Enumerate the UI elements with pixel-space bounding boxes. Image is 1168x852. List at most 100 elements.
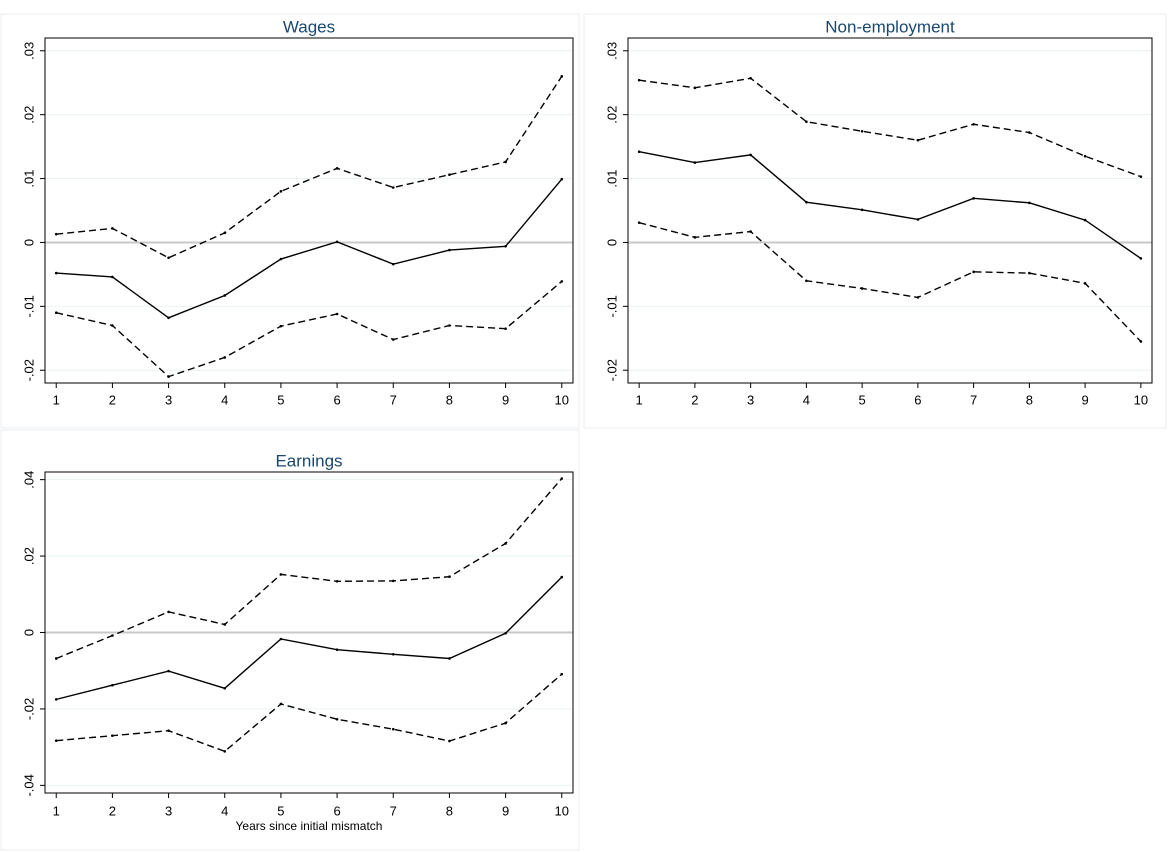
point xyxy=(167,316,170,320)
point xyxy=(504,160,507,164)
point xyxy=(111,634,114,637)
x-axis-title: Years since initial mismatch xyxy=(236,819,383,833)
point xyxy=(1028,201,1031,205)
x-tick-label: 8 xyxy=(446,803,453,818)
y-tick-label: 0 xyxy=(604,239,619,246)
y-tick-label: -.02 xyxy=(21,359,36,381)
point xyxy=(279,324,283,328)
point xyxy=(805,279,808,283)
x-tick-label: 5 xyxy=(277,392,284,407)
x-tick-label: 8 xyxy=(1026,392,1033,407)
point xyxy=(1028,271,1031,275)
point xyxy=(972,197,975,200)
point xyxy=(504,244,507,248)
point xyxy=(805,200,808,204)
point xyxy=(335,579,339,583)
series-line xyxy=(56,576,563,701)
point xyxy=(448,324,451,327)
x-tick-label: 6 xyxy=(333,803,340,818)
point xyxy=(693,161,697,164)
point xyxy=(335,240,339,244)
y-tick-label: .02 xyxy=(21,106,36,124)
point xyxy=(167,375,170,378)
series-line xyxy=(56,75,563,259)
point xyxy=(223,750,227,753)
point xyxy=(504,721,507,725)
point xyxy=(448,657,451,660)
y-tick-label: .02 xyxy=(21,547,36,565)
point xyxy=(860,129,864,133)
point xyxy=(391,727,395,731)
x-tick-label: 10 xyxy=(555,803,569,818)
point xyxy=(448,173,451,177)
point xyxy=(279,573,283,576)
y-tick-label: -.02 xyxy=(21,698,36,720)
point xyxy=(916,296,920,299)
x-tick-label: 10 xyxy=(555,392,569,407)
x-tick-label: 5 xyxy=(859,392,866,407)
point xyxy=(860,287,864,290)
x-tick-label: 7 xyxy=(970,392,977,407)
point xyxy=(1028,131,1031,134)
point xyxy=(1139,340,1143,343)
point xyxy=(223,623,227,626)
point xyxy=(335,717,339,721)
y-tick-label: -.04 xyxy=(21,774,36,796)
x-tick-label: 2 xyxy=(691,392,698,407)
point xyxy=(448,739,451,743)
point xyxy=(391,652,395,656)
point xyxy=(279,190,283,193)
point xyxy=(749,153,752,157)
point xyxy=(223,231,227,235)
panel-background xyxy=(583,13,1167,429)
y-tick-label: .03 xyxy=(21,42,36,60)
point xyxy=(637,150,641,154)
point xyxy=(448,575,451,579)
x-tick-label: 1 xyxy=(53,392,60,407)
x-tick-label: 9 xyxy=(502,392,509,407)
point xyxy=(167,729,170,733)
x-tick-label: 3 xyxy=(165,803,172,818)
y-tick-label: .03 xyxy=(604,42,619,60)
point xyxy=(335,648,339,651)
point xyxy=(504,542,507,545)
x-tick-label: 2 xyxy=(109,392,116,407)
point xyxy=(504,327,507,330)
point xyxy=(916,218,920,221)
series-line xyxy=(639,77,1142,178)
x-tick-label: 7 xyxy=(390,803,397,818)
panel-background xyxy=(0,429,580,851)
point xyxy=(504,631,507,635)
plot-frame xyxy=(627,37,1153,384)
plot-frame xyxy=(44,37,574,384)
point xyxy=(448,248,451,252)
point xyxy=(279,257,283,261)
point xyxy=(111,683,114,687)
chart-title: Wages xyxy=(283,17,335,36)
point xyxy=(111,227,114,230)
point xyxy=(560,672,564,676)
point xyxy=(916,138,920,142)
point xyxy=(693,86,697,90)
x-tick-label: 5 xyxy=(277,803,284,818)
point xyxy=(223,294,227,297)
point xyxy=(749,76,752,80)
point xyxy=(111,275,114,279)
point xyxy=(167,256,170,260)
series-line xyxy=(56,178,563,319)
point xyxy=(560,177,564,181)
x-tick-label: 2 xyxy=(109,803,116,818)
point xyxy=(972,270,975,274)
x-tick-label: 3 xyxy=(165,392,172,407)
point xyxy=(54,698,58,701)
point xyxy=(805,120,808,123)
point xyxy=(637,78,641,82)
point xyxy=(223,356,227,359)
y-tick-label: 0 xyxy=(21,239,36,246)
point xyxy=(335,167,339,170)
point xyxy=(1083,218,1087,222)
point xyxy=(1083,282,1087,285)
x-tick-label: 6 xyxy=(914,392,921,407)
x-tick-label: 6 xyxy=(333,392,340,407)
